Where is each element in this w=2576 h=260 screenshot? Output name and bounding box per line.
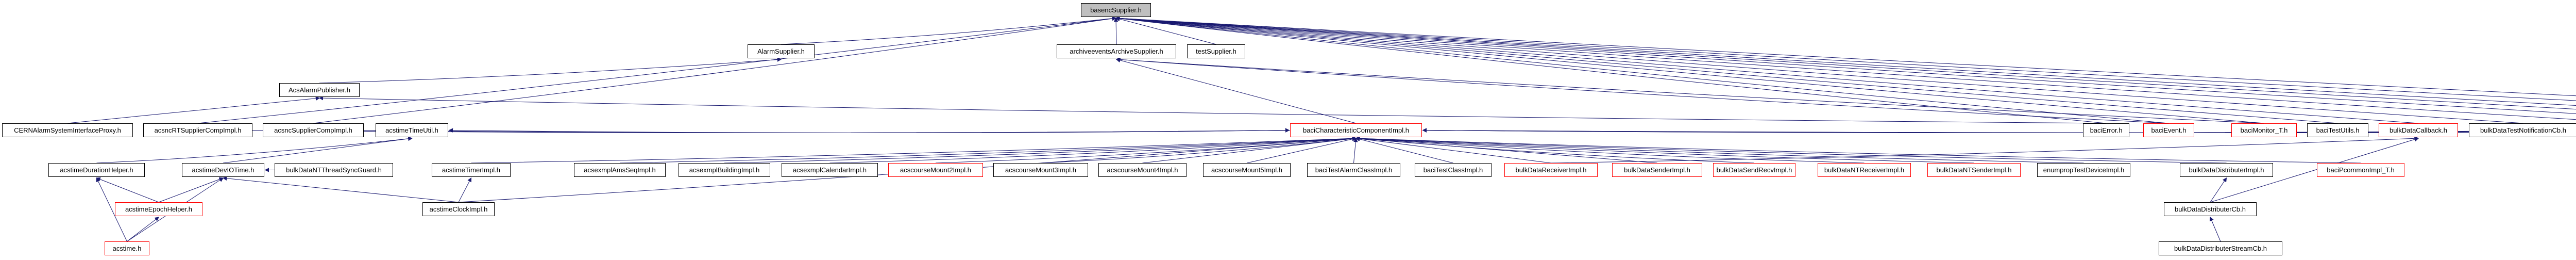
edge-orbhelper-to-main xyxy=(1115,16,2576,106)
graph-node-bdreceiver[interactable]: bulkDataReceiverImpl.h xyxy=(1504,163,1598,177)
graph-node-ntsyncguard[interactable]: bulkDataNTThreadSyncGuard.h xyxy=(275,163,393,177)
graph-node-durhelper[interactable]: acstimeDurationHelper.h xyxy=(48,163,145,177)
graph-node-timeutil[interactable]: acstimeTimeUtil.h xyxy=(376,123,448,137)
graph-node-bacitestutils[interactable]: baciTestUtils.h xyxy=(2307,123,2368,137)
graph-node-bacievent[interactable]: baciEvent.h xyxy=(2143,123,2194,137)
edge-conscomp-to-main xyxy=(1115,16,2576,96)
edge-cern-to-acsalarmpub xyxy=(67,96,320,124)
graph-node-bddiststreamcb[interactable]: bulkDataDistributerStreamCb.h xyxy=(2159,241,2282,255)
edge-countersup-to-main xyxy=(1115,16,2576,114)
edge-epochhelper-to-deviotime xyxy=(158,177,224,203)
graph-node-mount2[interactable]: acscourseMount2Impl.h xyxy=(888,163,983,177)
edge-clockimpl-to-timerimpl xyxy=(458,177,472,203)
edge-epochhelper-to-durhelper xyxy=(96,177,159,203)
edge-mount4-to-bacicc xyxy=(1142,136,1357,164)
graph-node-main: basencSupplier.h xyxy=(1081,3,1151,17)
edge-supcomp-to-main xyxy=(313,16,1117,124)
edge-bdtestnotif-to-main xyxy=(1115,16,2523,124)
graph-node-calendar[interactable]: acsexmplCalendarImpl.h xyxy=(782,163,878,177)
graph-node-archsup[interactable]: archiveeventsArchiveSupplier.h xyxy=(1057,44,1176,58)
edge-macitestutils-to-main xyxy=(1115,16,2576,110)
edge-bdcallback-to-main xyxy=(1115,16,2419,124)
edge-timerimpl-to-bacicc xyxy=(471,136,1357,164)
graph-node-bdsender[interactable]: bulkDataSenderImpl.h xyxy=(1612,163,1702,177)
graph-node-rtsupcomp[interactable]: acsncRTSupplierCompImpl.h xyxy=(143,123,252,137)
edge-pcommon-to-bacicc xyxy=(1355,136,2361,164)
edge-bddistcb-to-bdcallback xyxy=(2210,137,2419,203)
edge-durhelper-to-timeutil xyxy=(96,136,413,164)
graph-node-bacimonitor[interactable]: baciMonitor_T.h xyxy=(2231,123,2297,137)
edge-bacierror-to-acsalarmpub xyxy=(318,95,2107,124)
edge-testsup-to-main xyxy=(1115,17,1216,45)
edge-testclass-to-bacicc xyxy=(1355,137,1453,164)
graph-node-testclass[interactable]: baciTestClassImpl.h xyxy=(1415,163,1492,177)
graph-node-timerimpl[interactable]: acstimeTimerImpl.h xyxy=(432,163,511,177)
edge-bacicc-to-archsup xyxy=(1115,58,1357,124)
graph-node-deviotime[interactable]: acstimeDevIOTime.h xyxy=(182,163,264,177)
graph-node-pcommon[interactable]: baciPcommonImpl_T.h xyxy=(2317,163,2404,177)
edge-clockimpl-to-deviotime xyxy=(222,176,459,203)
edge-countercons-to-main xyxy=(1115,16,2576,120)
edge-bacierror-to-main xyxy=(1115,16,2107,124)
graph-node-clockimpl[interactable]: acstimeClockImpl.h xyxy=(422,202,495,216)
graph-node-mount4[interactable]: acscourseMount4Impl.h xyxy=(1098,163,1187,177)
graph-node-bddistimpl[interactable]: bulkDataDistributerImpl.h xyxy=(2180,163,2273,177)
graph-node-alarm[interactable]: AlarmSupplier.h xyxy=(748,44,815,58)
graph-node-cern[interactable]: CERNAlarmSystemInterfaceProxy.h xyxy=(2,123,133,137)
graph-node-bacicc[interactable]: baciCharacteristicComponentImpl.h xyxy=(1290,123,1422,137)
edge-acstime-to-durhelper xyxy=(96,177,127,242)
graph-node-mount5[interactable]: acscourseMount5Impl.h xyxy=(1203,163,1291,177)
graph-node-amsseq[interactable]: acsexmplAmsSeqImpl.h xyxy=(574,163,666,177)
edge-acsalarmpub-to-alarm xyxy=(319,57,782,84)
graph-node-acstime[interactable]: acstime.h xyxy=(105,241,149,255)
graph-node-bdtestnotif[interactable]: bulkDataTestNotificationCb.h xyxy=(2469,123,2576,137)
edge-bdntreceiver-to-bacicc xyxy=(1355,136,1865,164)
edge-acstime-to-epochhelper xyxy=(127,217,160,242)
graph-node-supcomp[interactable]: acsncSupplierCompImpl.h xyxy=(263,123,364,137)
edge-enumproptest-to-bacicc xyxy=(1355,136,2084,164)
edge-bdsendrecv-to-bacicc xyxy=(1355,136,1755,164)
graph-node-bdntsender[interactable]: bulkDataNTSenderImpl.h xyxy=(1927,163,2021,177)
edge-calendar-to-bacicc xyxy=(829,136,1357,164)
edge-bacitestutils-to-main xyxy=(1115,16,2338,124)
edge-bdreceiver-to-bdcallback xyxy=(1551,136,2419,164)
edge-group xyxy=(67,16,2576,242)
edge-bacievent-to-main xyxy=(1115,16,2169,124)
edge-bacimonitor-to-archsup xyxy=(1115,57,2264,124)
edge-mount2-to-bacicc xyxy=(935,136,1357,164)
graph-node-bacierror[interactable]: baciError.h xyxy=(2083,123,2129,137)
edge-bacievent-to-archsup xyxy=(1115,57,2169,124)
edge-mount3-to-bacicc xyxy=(1040,136,1357,164)
graph-node-epochhelper[interactable]: acstimeEpochHelper.h xyxy=(115,202,202,216)
edge-amsseq-to-bacicc xyxy=(619,136,1357,164)
graph-node-testsup[interactable]: testSupplier.h xyxy=(1187,44,1245,58)
graph-node-testalarmclass[interactable]: baciTestAlarmClassImpl.h xyxy=(1307,163,1400,177)
edge-alarm-to-main xyxy=(781,16,1117,45)
graph-node-building[interactable]: acsexmplBuildingImpl.h xyxy=(679,163,770,177)
edge-rtsupcomp-to-main xyxy=(197,16,1117,124)
edge-building-to-bacicc xyxy=(724,136,1357,164)
edge-deviotime-to-timeutil xyxy=(223,136,413,164)
graph-node-enumproptest[interactable]: enumpropTestDeviceImpl.h xyxy=(2037,163,2130,177)
edge-testalarmclass-to-bacicc xyxy=(1353,137,1358,164)
edge-bddistcb-to-bddistimpl xyxy=(2210,177,2227,203)
graph-node-bdntreceiver[interactable]: bulkDataNTReceiverImpl.h xyxy=(1818,163,1911,177)
edge-bdntsender-to-bacicc xyxy=(1355,136,1974,164)
graph-node-bddistcb[interactable]: bulkDataDistributerCb.h xyxy=(2164,202,2257,216)
edge-bacimonitor-to-main xyxy=(1115,16,2264,124)
graph-node-bdsendrecv[interactable]: bulkDataSendRecvImpl.h xyxy=(1713,163,1795,177)
edge-bdreceiver-to-bacicc xyxy=(1355,136,1551,164)
edge-bddiststreamcb-to-bddistcb xyxy=(2209,216,2221,242)
graph-node-bdcallback[interactable]: bulkDataCallback.h xyxy=(2379,123,2458,137)
edge-bddistimpl-to-bacicc xyxy=(1355,136,2227,164)
edge-supcomp-to-bacicc xyxy=(363,128,1290,133)
graph-node-mount3[interactable]: acscourseMount3Impl.h xyxy=(993,163,1088,177)
graph-node-acsalarmpub[interactable]: AcsAlarmPublisher.h xyxy=(279,83,360,97)
edge-mount5-to-bacicc xyxy=(1246,137,1357,164)
edge-archcons-to-main xyxy=(1115,16,2576,101)
